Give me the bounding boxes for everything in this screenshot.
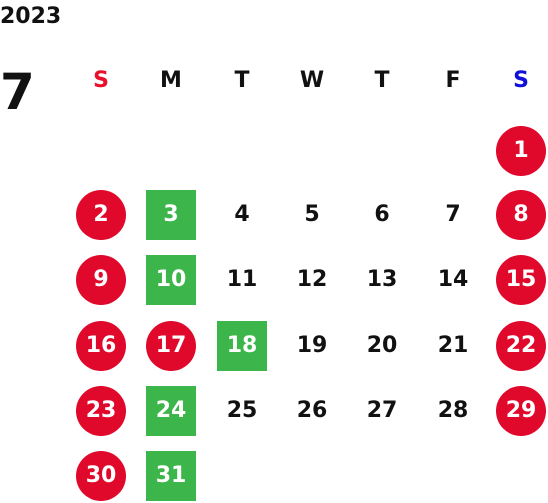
weekday-label-6: S [513, 68, 529, 93]
day-6: 6 [374, 202, 390, 227]
day-30: 30 [76, 451, 126, 501]
day-12: 12 [296, 267, 328, 292]
day-13: 13 [366, 267, 398, 292]
weekday-label-3: W [299, 68, 325, 93]
day-25: 25 [226, 398, 258, 423]
day-28: 28 [437, 398, 469, 423]
day-11: 11 [226, 267, 258, 292]
day-24: 24 [146, 386, 196, 436]
day-21: 21 [437, 333, 469, 358]
day-5: 5 [304, 202, 320, 227]
day-17: 17 [146, 321, 196, 371]
weekday-label-2: T [234, 68, 250, 93]
day-22: 22 [496, 321, 546, 371]
day-15: 15 [496, 255, 546, 305]
day-9: 9 [76, 255, 126, 305]
day-3: 3 [146, 190, 196, 240]
day-10: 10 [146, 255, 196, 305]
weekday-label-4: T [374, 68, 390, 93]
month-number: 7 [0, 63, 35, 121]
day-26: 26 [296, 398, 328, 423]
day-8: 8 [496, 190, 546, 240]
day-14: 14 [437, 267, 469, 292]
day-7: 7 [445, 202, 461, 227]
day-31: 31 [146, 451, 196, 501]
day-18: 18 [217, 321, 267, 371]
day-4: 4 [234, 202, 250, 227]
year-label: 2023 [0, 4, 62, 29]
weekday-label-1: M [160, 68, 182, 93]
day-23: 23 [76, 386, 126, 436]
day-1: 1 [496, 126, 546, 176]
day-16: 16 [76, 321, 126, 371]
weekday-label-0: S [93, 68, 109, 93]
weekday-label-5: F [445, 68, 461, 93]
day-27: 27 [366, 398, 398, 423]
day-29: 29 [496, 386, 546, 436]
day-20: 20 [366, 333, 398, 358]
day-19: 19 [296, 333, 328, 358]
day-2: 2 [76, 190, 126, 240]
